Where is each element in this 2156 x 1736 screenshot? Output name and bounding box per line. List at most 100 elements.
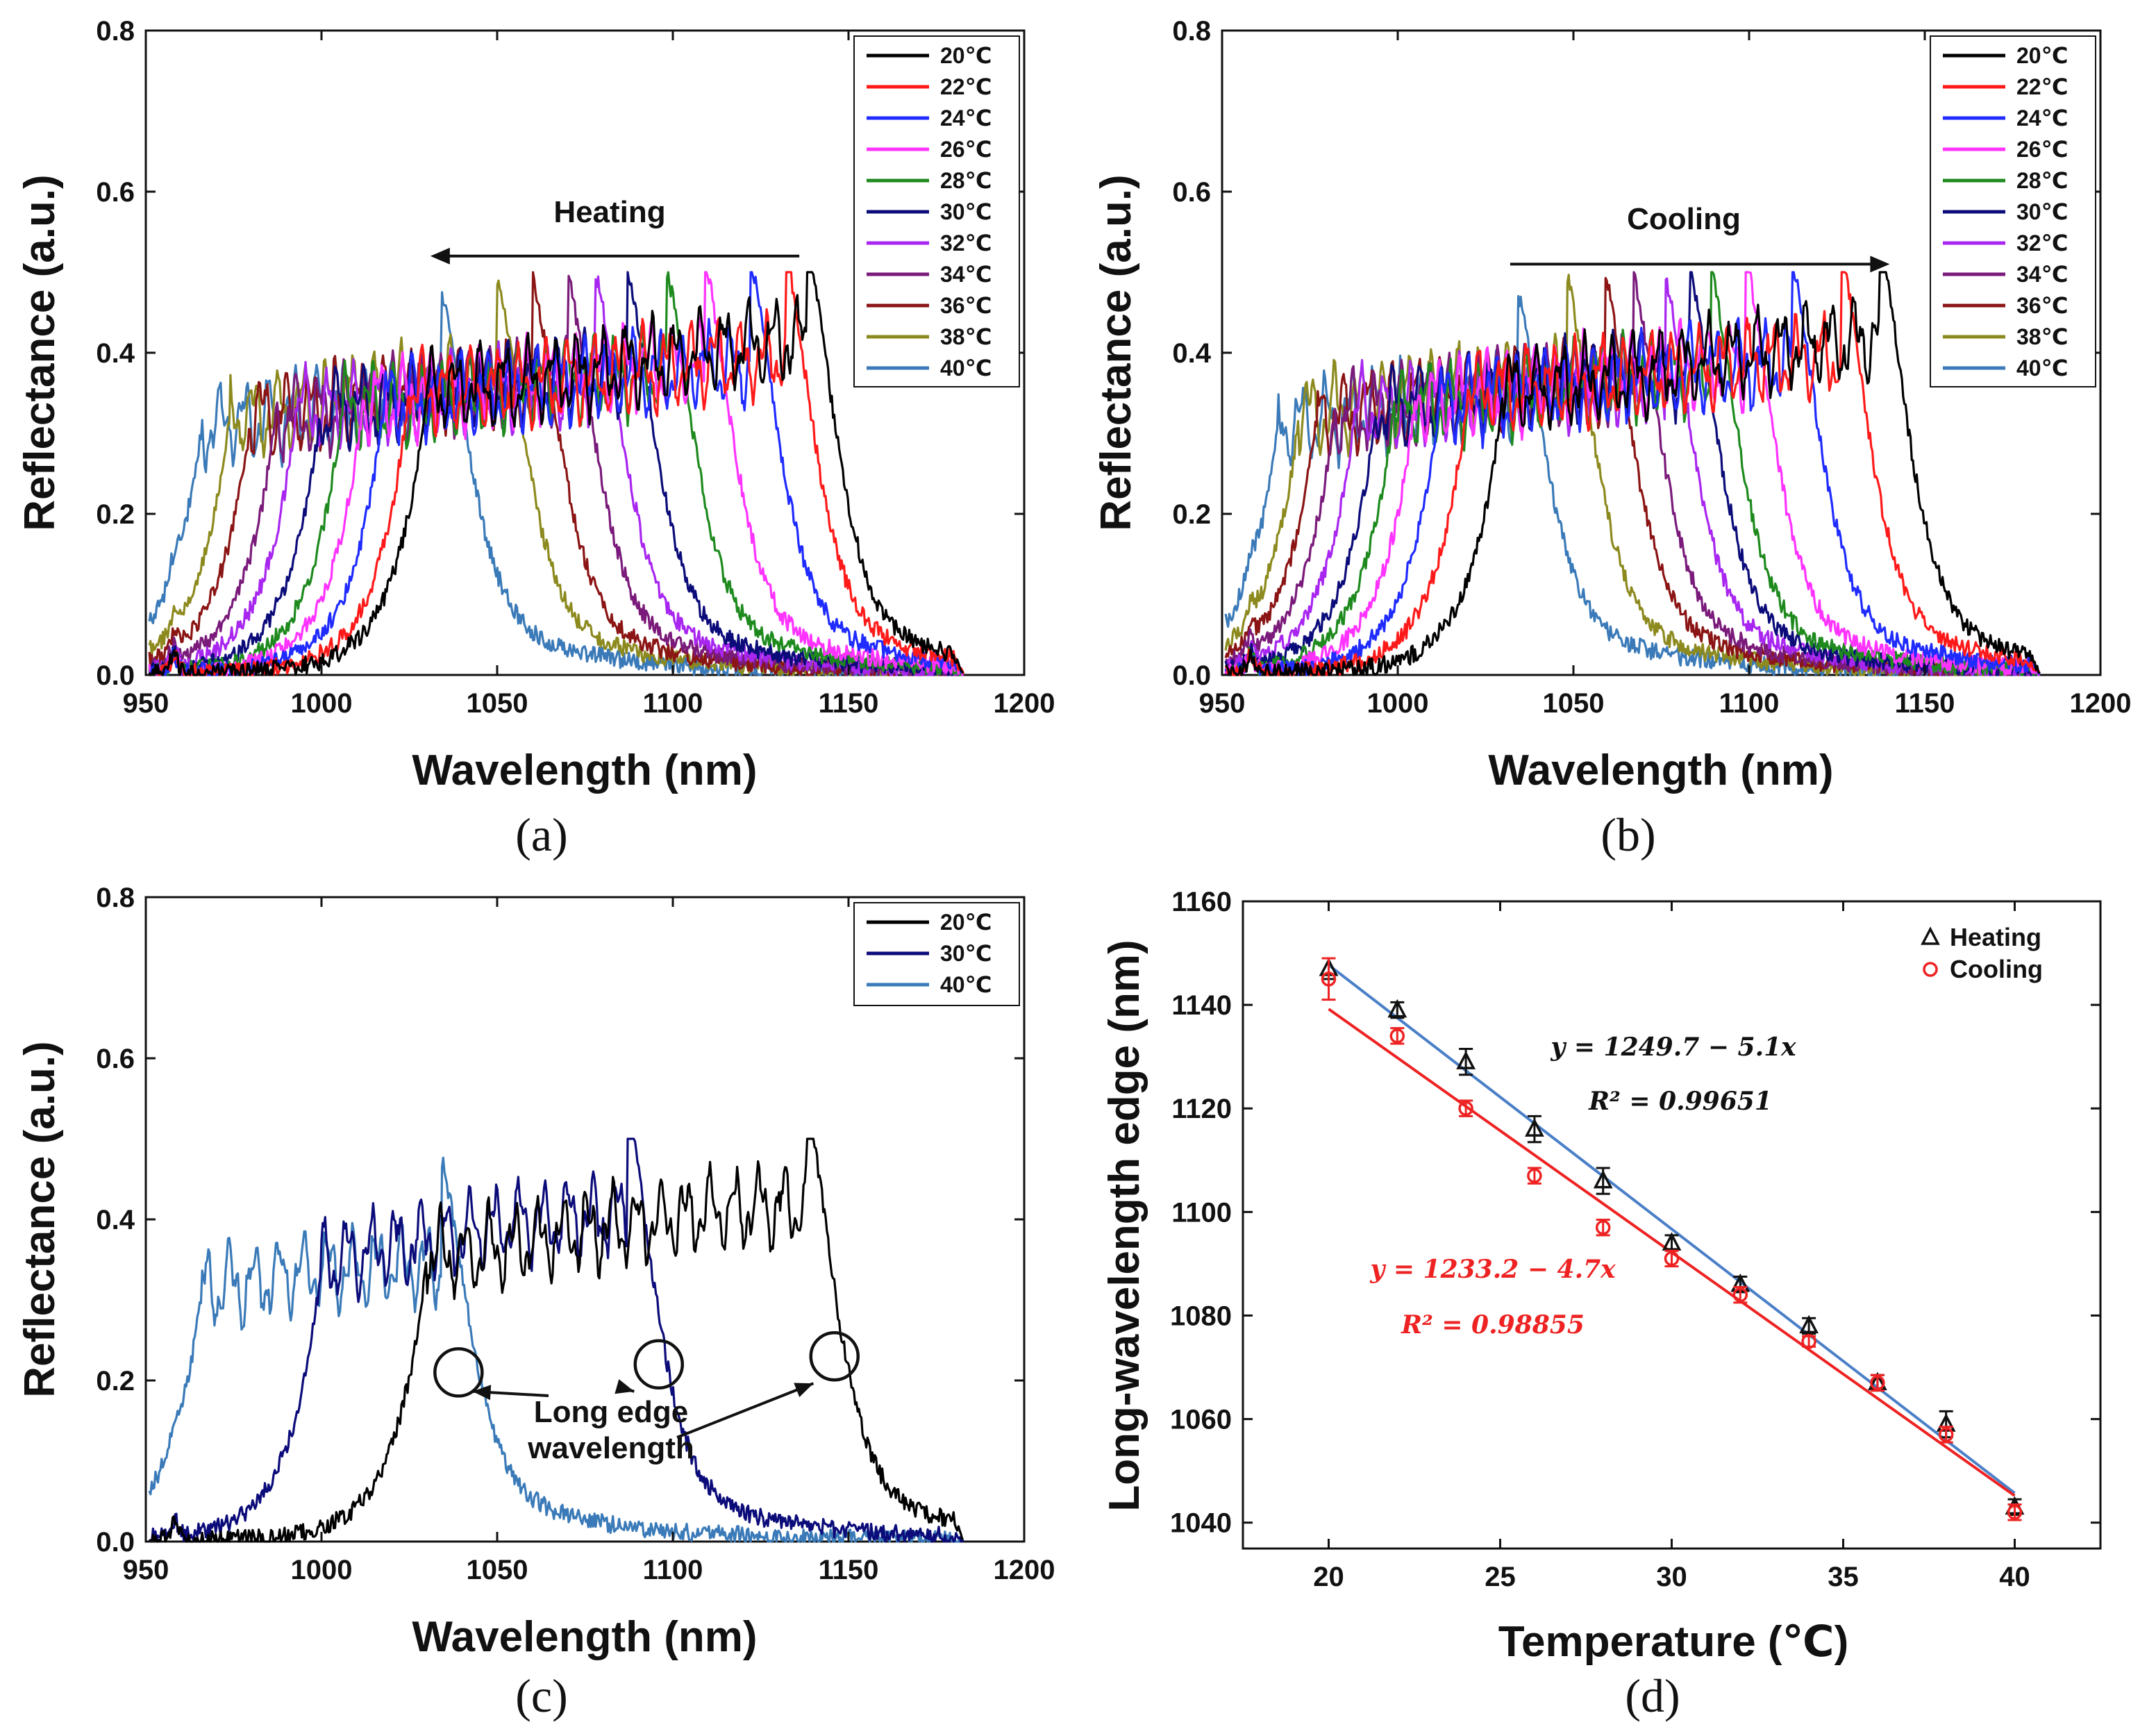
edge-markers [433, 1330, 860, 1398]
tick-marks [144, 29, 1026, 676]
legend-label: 32℃ [940, 231, 992, 256]
x-tick-labels: 950 1000 1050 1100 1150 1200 [123, 1555, 1055, 1585]
legend-label: Heating [1950, 923, 2041, 951]
heating-point [1525, 1118, 1544, 1137]
legend-label: 28℃ [2016, 168, 2068, 193]
tick-marks [1243, 900, 2100, 1549]
heating-label: Heating [553, 195, 665, 229]
spectra-lines [1224, 271, 2041, 676]
x-tick-label: 1000 [291, 1555, 353, 1585]
cooling-r2: R² = 0.98855 [1401, 1310, 1585, 1339]
legend-label: 34℃ [2016, 262, 2068, 287]
annotation-arrow-head [794, 1383, 814, 1398]
cooling-point [2007, 1505, 2023, 1520]
legend-label: 38℃ [2016, 324, 2068, 349]
annotation-arrow-head [472, 1385, 492, 1401]
y-tick-label: 0.0 [96, 660, 135, 691]
cooling-point [1389, 1028, 1405, 1044]
cooling-point [1938, 1427, 1954, 1442]
legend-marker-heating [1921, 926, 1940, 945]
x-tick-label: 1100 [1719, 688, 1780, 719]
legend-label: 30℃ [940, 941, 992, 966]
x-tick-label: 950 [123, 1555, 169, 1585]
y-tick-label: 0.8 [96, 16, 135, 47]
y-axis-label: Long-wavelength edge (nm) [1101, 940, 1148, 1511]
legend-marker-cooling [1923, 962, 1938, 977]
x-tick-label: 1050 [467, 688, 528, 719]
cooling-point [1458, 1101, 1473, 1116]
legend-label: 34℃ [940, 262, 992, 287]
legend-label: 20℃ [940, 910, 992, 935]
legend-label: 26℃ [2016, 137, 2068, 162]
x-tick-label: 1150 [1895, 688, 1955, 719]
y-tick-label: 0.0 [96, 1527, 135, 1558]
y-tick-label: 1120 [1171, 1094, 1232, 1124]
cooling-label: Cooling [1627, 202, 1741, 236]
legend-label: 36℃ [940, 293, 992, 318]
legend-label: 20℃ [940, 43, 992, 68]
legend-entries: 20℃ 22℃ 24℃ 26℃ 28℃ 30℃ 32℃ 34℃ 36℃ 38℃ 40℃ [867, 43, 992, 381]
heating-fit-line [1328, 964, 2016, 1494]
x-tick-label: 1200 [994, 1555, 1055, 1585]
spectrum-line-20C [148, 1137, 964, 1543]
heating-equation: y = 1249.7 − 5.1x [1550, 1033, 1796, 1062]
x-tick-label: 40 [1999, 1562, 2030, 1592]
cooling-point [1732, 1287, 1748, 1303]
legend-entries: 20℃ 22℃ 24℃ 26℃ 28℃ 30℃ 32℃ 34℃ 36℃ 38℃ 40℃ [1943, 43, 2068, 381]
y-tick-label: 1060 [1170, 1405, 1232, 1435]
x-axis-label: Wavelength (nm) [412, 746, 757, 794]
legend-label: 26℃ [940, 137, 992, 162]
legend-label: 36℃ [2016, 293, 2068, 318]
panel-label: (d) [1625, 1669, 1680, 1722]
legend-label: 28℃ [940, 168, 992, 193]
x-axis-label: Temperature (℃) [1498, 1618, 1849, 1666]
x-tick-label: 1100 [643, 688, 703, 719]
y-tick-label: 1100 [1171, 1197, 1232, 1228]
legend: 20℃ 22℃ 24℃ 26℃ 28℃ 30℃ 32℃ 34℃ 36℃ 38℃ 40℃ [1930, 35, 2096, 387]
y-tick-label: 0.6 [96, 1044, 135, 1074]
y-tick-labels: 0.0 0.2 0.4 0.6 0.8 [96, 16, 135, 691]
annotation-wavelength: wavelength [527, 1431, 694, 1465]
x-tick-label: 1050 [1543, 688, 1605, 719]
legend-label: 24℃ [940, 106, 992, 131]
x-tick-label: 30 [1656, 1562, 1687, 1592]
legend-label: 24℃ [2016, 106, 2068, 131]
legend-entries: Heating Cooling [1921, 923, 2043, 983]
y-tick-label: 0.8 [1172, 16, 1211, 47]
x-tick-label: 1000 [1367, 688, 1429, 719]
spectrum-line-20C [1224, 271, 2041, 676]
legend-entries: 20℃ 30℃ 40℃ [867, 910, 992, 997]
cooling-point [1870, 1375, 1885, 1391]
y-tick-label: 1080 [1170, 1301, 1232, 1331]
cooling-arrow-head [1870, 256, 1890, 273]
y-tick-label: 1140 [1171, 990, 1232, 1021]
annotation-arrows [472, 1379, 814, 1439]
cooling-point [1321, 971, 1337, 987]
legend-label: 40℃ [2016, 356, 2068, 381]
y-tick-label: 0.4 [96, 338, 135, 369]
x-tick-labels: 950 1000 1050 1100 1150 1200 [123, 688, 1055, 719]
edge-marker-20C [809, 1330, 860, 1382]
spectra-lines [148, 271, 965, 676]
panel-b: 0.00.20.40.60.8 950 1000 1050 1100 1150 1200 … [1092, 16, 2131, 861]
spectrum-line-20C [148, 271, 964, 676]
data-points [1319, 957, 2025, 1521]
legend-label: 22℃ [2016, 74, 2068, 99]
cooling-point [1527, 1168, 1542, 1183]
y-axis-label: Reflectance (a.u.) [1092, 174, 1140, 531]
y-tick-label: 0.6 [1172, 177, 1211, 208]
x-tick-label: 1000 [291, 688, 353, 719]
legend-label: Cooling [1950, 955, 2043, 983]
y-tick-label: 1040 [1170, 1508, 1232, 1539]
edge-marker-40C [433, 1347, 484, 1398]
legend-label: 20℃ [2016, 43, 2068, 68]
panel-label: (b) [1601, 808, 1655, 861]
legend-label: 30℃ [2016, 199, 2068, 224]
x-axis-label: Wavelength (nm) [1488, 746, 1833, 794]
x-tick-labels: 950 1000 1050 1100 1150 1200 [1199, 688, 2132, 719]
y-axis-label: Reflectance (a.u.) [16, 1041, 64, 1397]
spectrum-line-30C [148, 271, 964, 676]
heating-r2: R² = 0.99651 [1588, 1087, 1772, 1116]
